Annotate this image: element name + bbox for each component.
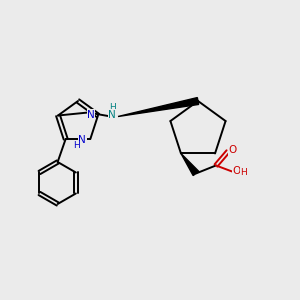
Text: H: H: [73, 142, 80, 151]
Text: H: H: [109, 103, 116, 112]
Text: N: N: [108, 110, 116, 119]
Text: N: N: [79, 135, 86, 145]
Text: H: H: [241, 168, 247, 177]
Polygon shape: [181, 154, 199, 175]
Text: O: O: [229, 146, 237, 155]
Text: N: N: [87, 110, 95, 119]
Polygon shape: [118, 98, 199, 116]
Text: O: O: [233, 167, 241, 176]
